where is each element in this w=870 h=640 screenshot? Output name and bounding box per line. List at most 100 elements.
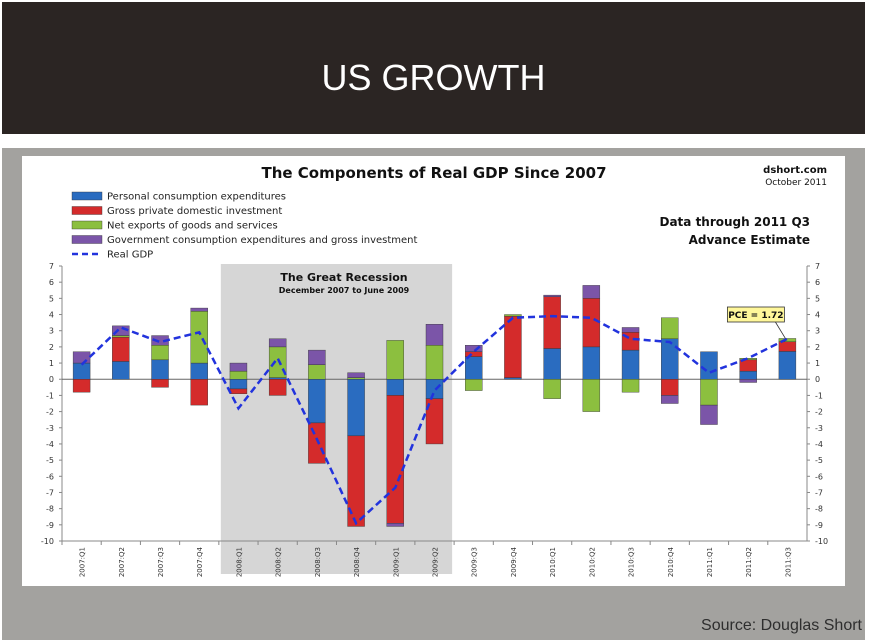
chart-frame: -10 -10 -9 -9 -8 -8 -7 -7 -6 -6 -5 -5 -4 -4 -3 -3 -2 -2 -1…: [22, 156, 845, 586]
x-tick-label: 2009:Q3: [471, 547, 479, 577]
bar-segment: [268, 379, 287, 396]
bar-segment: [190, 362, 208, 380]
legend-swatch: [71, 191, 103, 201]
bar-segment: [112, 361, 130, 380]
y-tick-label: -9: [46, 521, 54, 530]
x-tick-label: 2008:Q1: [235, 547, 243, 577]
bar-segment: [661, 317, 679, 339]
y-tick-label-right: 5: [815, 294, 820, 303]
bar-segment: [778, 351, 797, 380]
slide-title: US GROWTH: [321, 57, 546, 98]
y-tick-label-right: -1: [815, 391, 823, 400]
y-tick-label: 0: [49, 375, 54, 384]
chart-date: October 2011: [765, 178, 827, 188]
gdp-components-chart: -10 -10-9 -9-8 -8-7 -7-6 -6-5 -5-4 -4-3 -3-2 -2-1…: [41, 164, 828, 577]
x-tick-label: 2011:Q1: [706, 547, 714, 577]
legend-label: Real GDP: [107, 250, 153, 261]
x-tick-label: 2009:Q2: [432, 547, 440, 577]
bar-segment: [543, 294, 561, 297]
x-tick-label: 2010:Q3: [628, 547, 636, 577]
bar-segment: [739, 358, 757, 361]
y-tick-label: 2: [49, 343, 54, 352]
bar-segment: [72, 362, 91, 380]
bar-segment: [386, 523, 404, 527]
bar-segment: [347, 435, 365, 527]
y-tick-label-right: -9: [815, 521, 823, 530]
bar-segment: [308, 349, 326, 365]
bar-segment: [465, 351, 483, 357]
y-tick-label: 7: [49, 262, 54, 271]
y-tick-label-right: 0: [815, 375, 820, 384]
real-gdp-line: [80, 314, 788, 526]
bar-segment: [504, 377, 522, 380]
bar-segment: [386, 379, 404, 396]
bar-segment: [308, 379, 326, 424]
bar-segment: [621, 349, 640, 380]
bar-segment: [190, 311, 208, 364]
bar-segment: [465, 356, 483, 380]
bar-segment: [268, 338, 287, 348]
x-tick-label: 2011:Q3: [784, 547, 792, 577]
x-tick-label: 2008:Q4: [353, 546, 361, 577]
x-tick-label: 2008:Q2: [275, 547, 283, 577]
bar-segment: [72, 351, 91, 364]
legend-label: Personal consumption expenditures: [107, 192, 286, 203]
bar-segment: [151, 359, 169, 380]
bar-segment: [112, 335, 130, 338]
bar-segment: [347, 372, 365, 378]
y-tick-label: 4: [49, 311, 54, 320]
legend-label: Government consumption expenditures and …: [107, 235, 418, 246]
bar-segment: [425, 398, 444, 445]
y-tick-label-right: -5: [815, 456, 823, 465]
bar-segment: [700, 404, 718, 425]
y-tick-label-right: -4: [815, 440, 823, 449]
y-tick-label-right: 7: [815, 262, 820, 271]
x-tick-label: 2009:Q4: [510, 546, 518, 577]
bar-segment: [621, 379, 640, 393]
bar-segment: [661, 338, 679, 380]
bar-segment: [190, 307, 208, 312]
x-tick-label: 2010:Q1: [549, 547, 557, 577]
y-tick-label-right: -7: [815, 488, 823, 497]
bar-segment: [582, 285, 601, 299]
data-note-line2: Advance Estimate: [689, 233, 810, 247]
bar-segment: [425, 379, 444, 399]
legend-swatch: [71, 206, 103, 215]
x-tick-label: 2011:Q2: [745, 547, 753, 577]
bar-segment: [229, 379, 248, 390]
bar-segment: [543, 379, 561, 399]
bar-segment: [465, 345, 483, 352]
legend-swatch: [71, 220, 103, 230]
legend-label: Net exports of goods and services: [107, 221, 278, 232]
bar-segment: [268, 377, 287, 380]
x-tick-label: 2008:Q3: [314, 547, 322, 577]
y-tick-label: -2: [46, 408, 54, 417]
legend-label: Gross private domestic investment: [107, 206, 282, 217]
y-tick-label-right: -10: [815, 537, 828, 546]
callout-box: [726, 306, 785, 323]
bar-segment: [543, 348, 561, 380]
bar-segment: [465, 379, 483, 391]
y-tick-label: -10: [41, 537, 54, 546]
bar-segment: [661, 379, 679, 396]
bar-segment: [347, 379, 365, 437]
bar-segment: [700, 351, 718, 380]
y-tick-label: -6: [46, 472, 54, 481]
y-tick-label: -1: [46, 391, 54, 400]
y-tick-label: -3: [46, 424, 54, 433]
bar-segment: [425, 345, 444, 380]
bar-segment: [739, 370, 757, 380]
recession-shading: [220, 264, 453, 574]
x-tick-label: 2007:Q1: [79, 547, 87, 577]
bar-segment: [308, 364, 326, 380]
bar-segment: [661, 395, 679, 404]
bar-segment: [347, 377, 365, 380]
x-tick-label: 2007:Q4: [196, 546, 204, 577]
bar-segment: [543, 296, 561, 349]
bar-segment: [778, 338, 797, 342]
bar-segment: [778, 341, 797, 352]
y-tick-label: 3: [49, 327, 54, 336]
y-tick-label: -5: [46, 456, 54, 465]
x-tick-label: 2010:Q2: [588, 547, 596, 577]
y-tick-label: 6: [49, 278, 54, 287]
